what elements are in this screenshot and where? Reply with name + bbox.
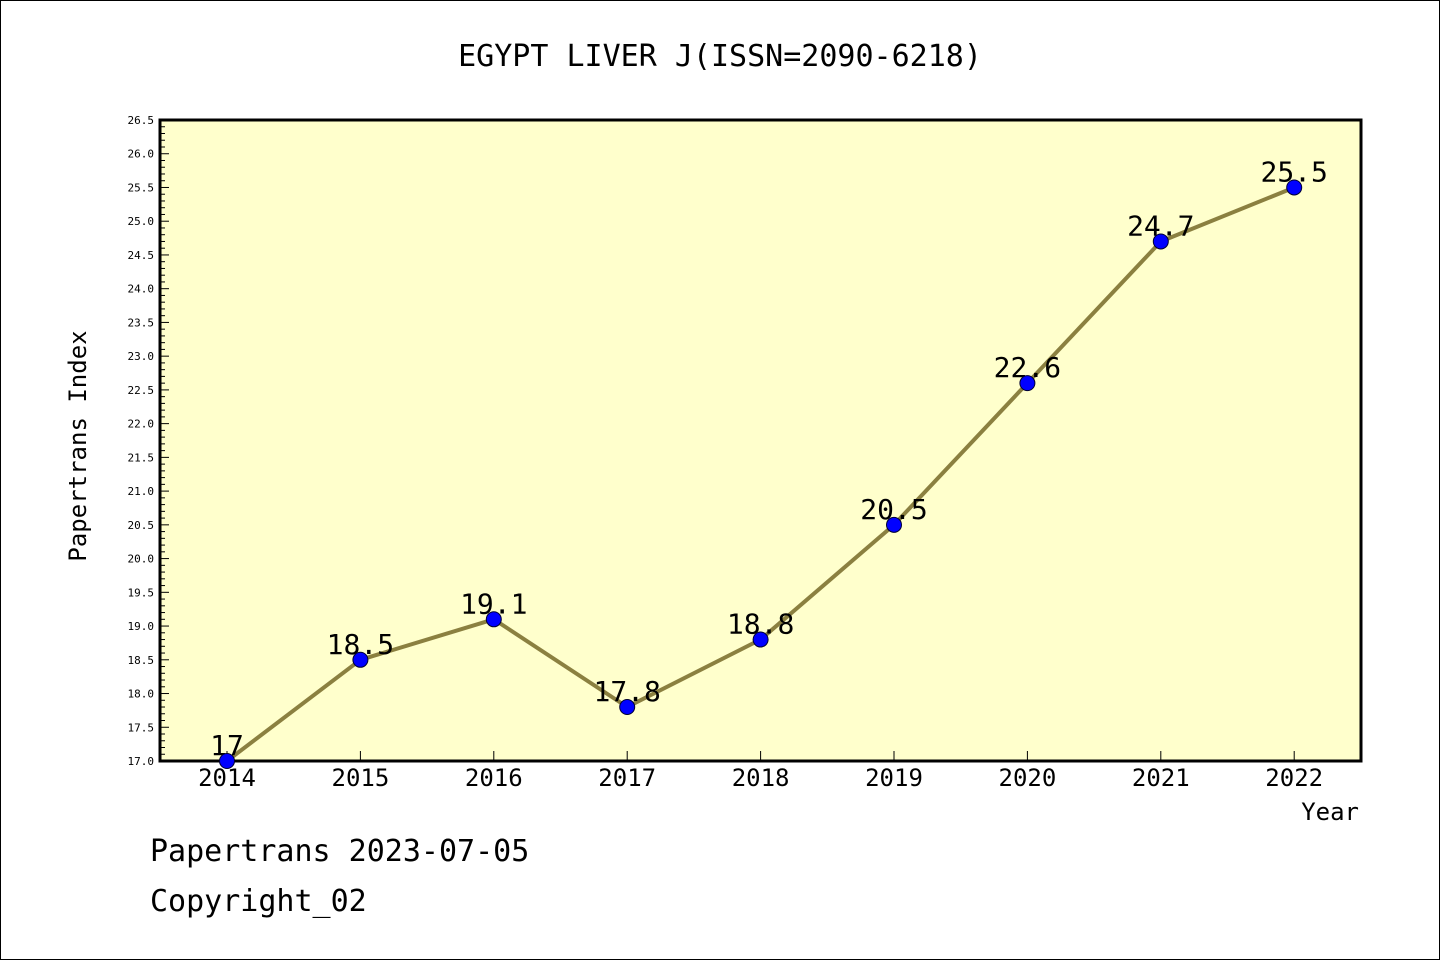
y-tick-label: 18.0	[128, 688, 155, 701]
x-tick-label: 2021	[1132, 764, 1190, 792]
y-tick-label: 17.5	[128, 721, 155, 734]
y-tick-label: 25.5	[128, 181, 155, 194]
y-tick-label: 19.0	[128, 620, 155, 633]
data-point	[485, 611, 502, 628]
y-tick-label: 24.0	[128, 283, 155, 296]
data-point	[352, 651, 369, 668]
x-tick-label: 2017	[598, 764, 656, 792]
data-markers	[219, 179, 1303, 769]
x-axis: 2014 2015 2016 2017 2018 2019 2020 2021 2022	[198, 751, 1323, 792]
y-tick-label: 20.0	[128, 553, 155, 566]
y-tick-label: 22.0	[128, 418, 155, 431]
x-tick-label: 2018	[732, 764, 790, 792]
y-tick-label: 26.0	[128, 148, 155, 161]
y-tick-label: 25.0	[128, 215, 155, 228]
data-point	[619, 699, 636, 716]
x-tick-label: 2022	[1265, 764, 1323, 792]
y-tick-label: 21.5	[128, 451, 155, 464]
data-point	[886, 516, 902, 533]
x-tick-label: 2020	[999, 764, 1057, 792]
data-point	[1286, 179, 1303, 196]
y-tick-label: 26.5	[128, 114, 155, 127]
data-point	[1019, 375, 1036, 392]
y-tick-label: 22.5	[128, 384, 155, 397]
y-axis-label: Papertrans Index	[64, 330, 92, 561]
source-date-text: Papertrans 2023-07-05	[150, 834, 530, 869]
copyright-text: Copyright_02	[150, 884, 367, 919]
y-tick-label: 23.0	[128, 350, 155, 363]
y-axis: 17.0 17.5 18.0 18.5 19.0 19.5 20.0 20.5 21.0 21.5…	[128, 114, 169, 768]
data-point	[752, 631, 769, 648]
y-tick-label: 17.0	[128, 755, 155, 768]
data-point	[219, 753, 235, 769]
y-tick-label: 21.0	[128, 485, 155, 498]
chart-title: EGYPT LIVER J(ISSN=2090-6218)	[458, 39, 982, 74]
y-tick-label: 23.5	[128, 316, 155, 329]
y-tick-label: 20.5	[128, 519, 155, 532]
x-tick-label: 2016	[465, 764, 523, 792]
y-tick-label: 19.5	[128, 586, 155, 599]
y-tick-label: 18.5	[128, 654, 155, 667]
data-point	[1152, 233, 1169, 250]
x-tick-label: 2019	[865, 764, 923, 792]
x-tick-label: 2015	[332, 764, 390, 792]
x-axis-label: Year	[1301, 798, 1359, 826]
y-tick-label: 24.5	[128, 249, 155, 262]
